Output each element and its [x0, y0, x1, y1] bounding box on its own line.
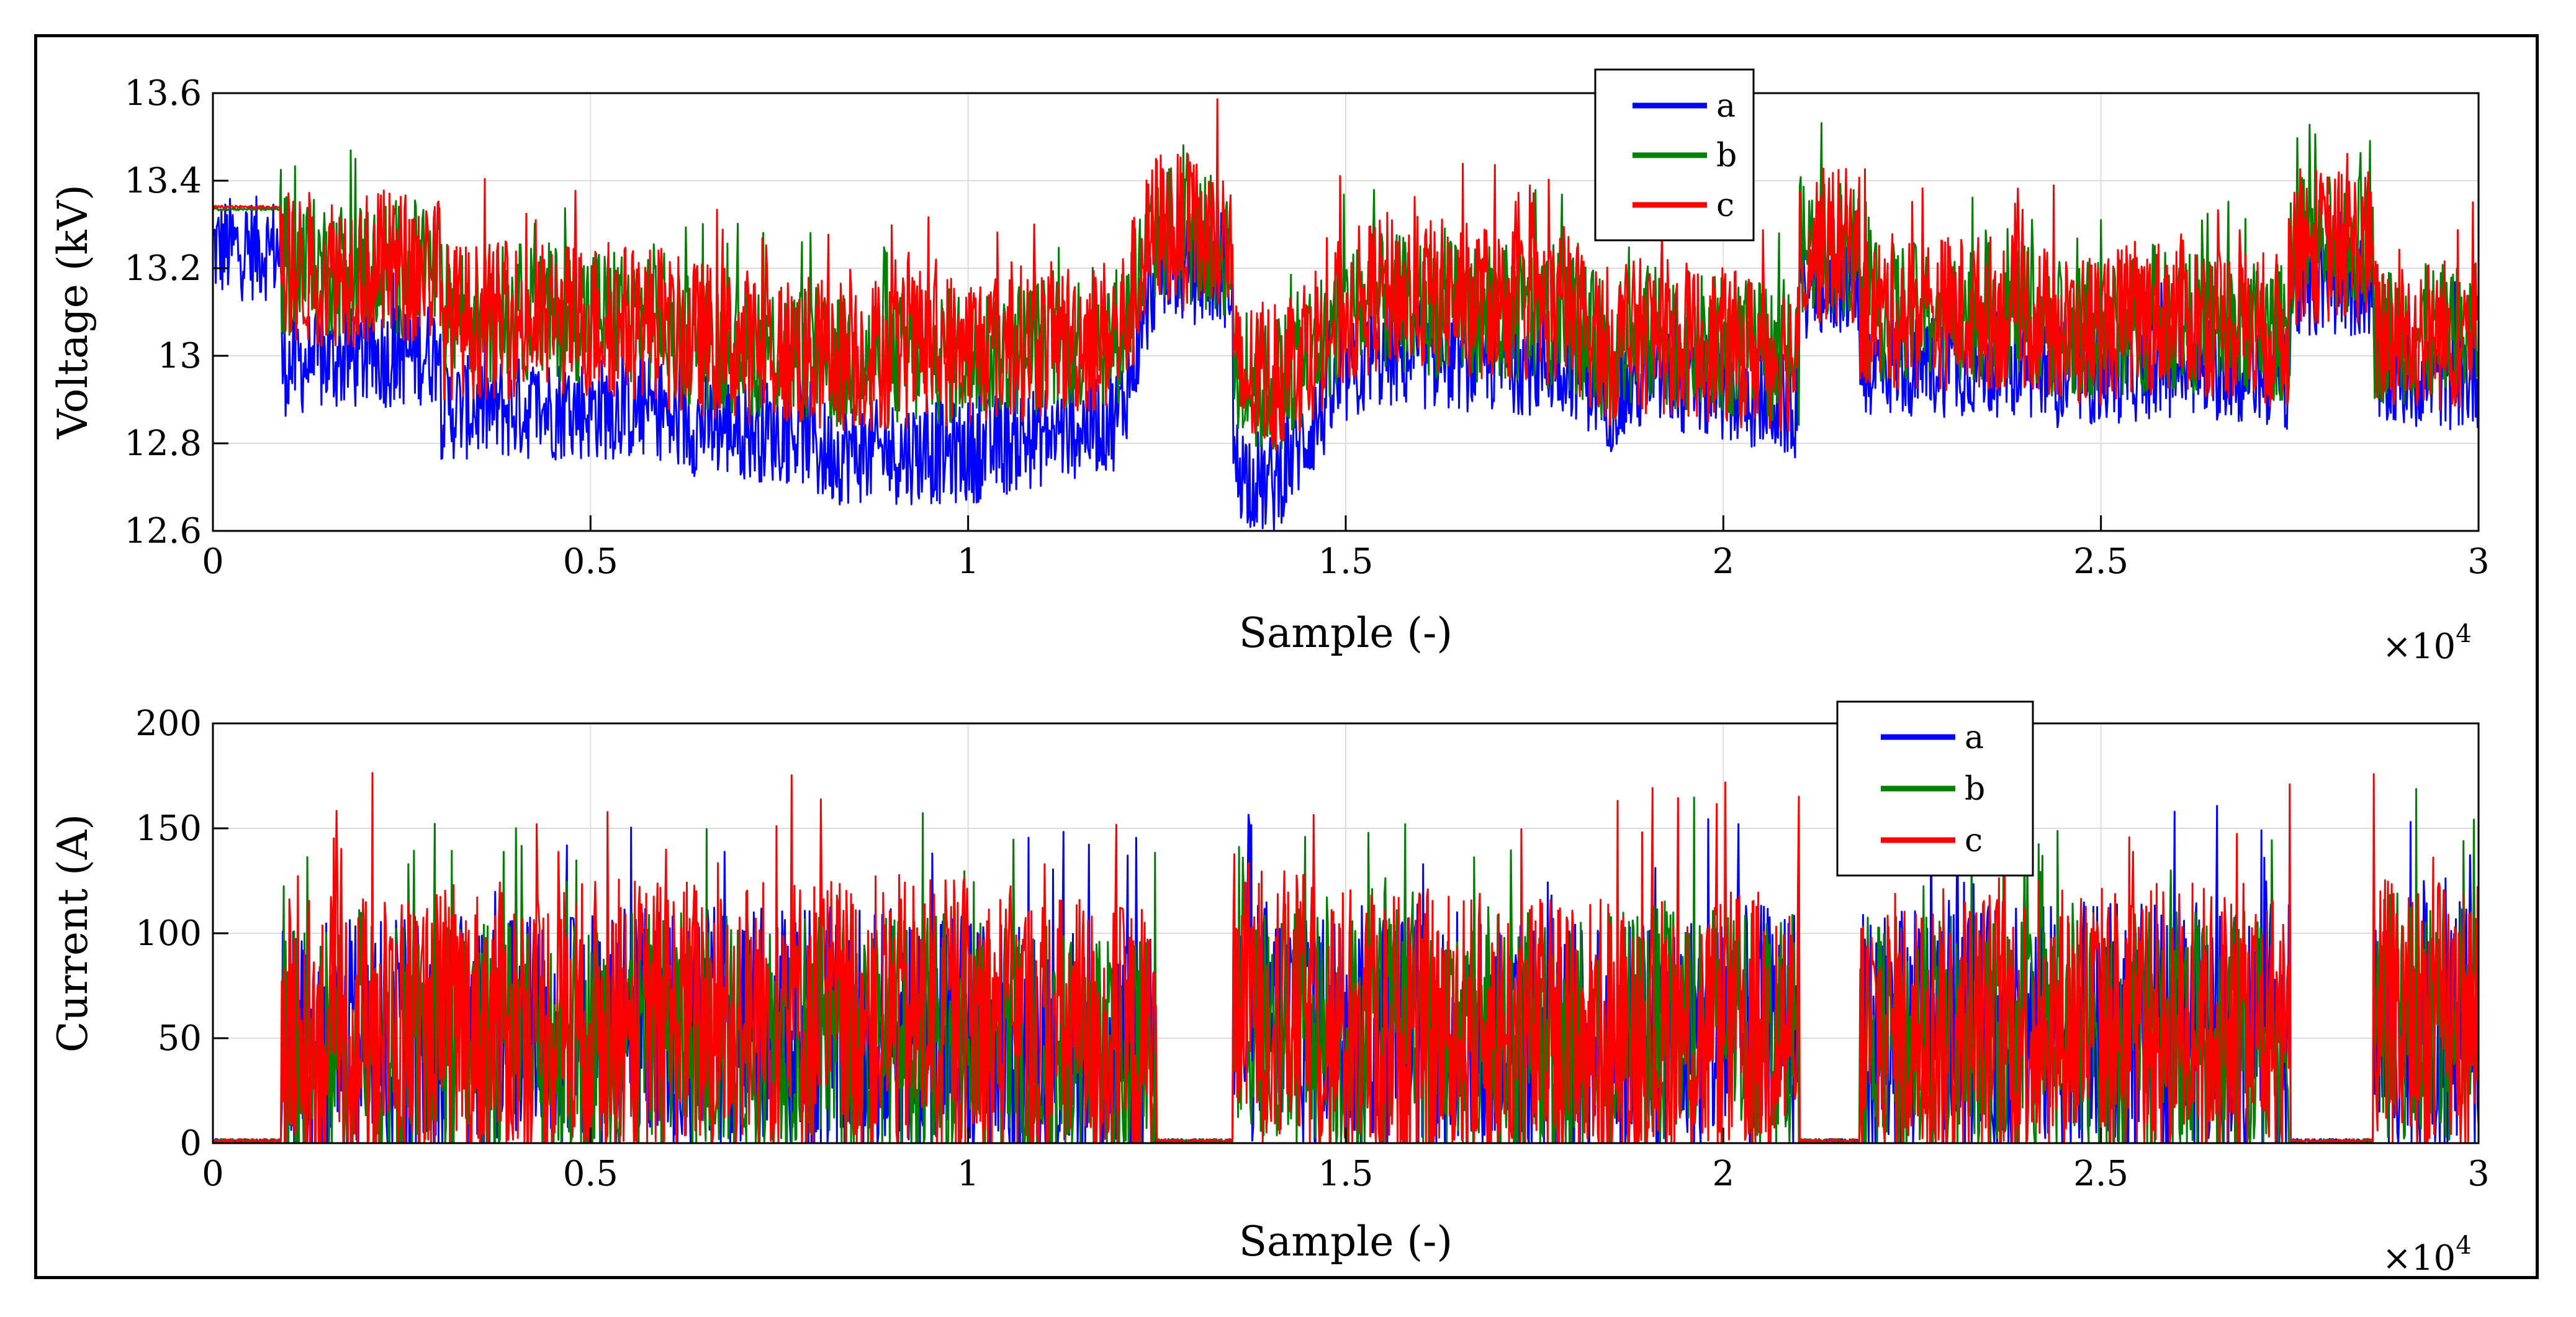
- current-x-tick-label: 0.5: [563, 1154, 618, 1194]
- voltage-x-tick-label: 3: [2467, 541, 2490, 582]
- voltage-x-exponent: ×104: [2382, 620, 2472, 667]
- legend-label-a: a: [1716, 88, 1736, 125]
- voltage-chart: 12.6 12.8 13 13.2 13.4 13.6 0 0.5 1 1.5 2 2.5 3 Vol…: [49, 68, 2490, 667]
- voltage-y-tick-label: 13.4: [124, 161, 202, 201]
- voltage-x-ticks: 0 0.5 1 1.5 2 2.5 3: [202, 515, 2490, 582]
- voltage-y-tick-label: 12.8: [124, 423, 202, 464]
- current-y-tick-label: 100: [135, 913, 202, 954]
- current-x-tick-label: 2: [1713, 1154, 1735, 1194]
- current-y-tick-label: 0: [179, 1123, 202, 1164]
- current-x-tick-label: 3: [2467, 1154, 2490, 1194]
- voltage-x-tick-label: 0.5: [563, 541, 618, 582]
- current-x-axis-label: Sample (-): [1239, 1218, 1452, 1265]
- current-legend: a b c: [1836, 700, 2034, 877]
- current-y-ticks: 0 50 100 150 200: [135, 704, 228, 1164]
- current-x-tick-label: 1: [957, 1154, 980, 1194]
- current-x-ticks: 0 0.5 1 1.5 2 2.5 3: [202, 1128, 2490, 1194]
- current-chart: 0 50 100 150 200 0 0.5 1 1.5 2 2.5 3 Current (A) S…: [49, 700, 2490, 1279]
- voltage-y-axis-label: Voltage (kV): [49, 184, 97, 440]
- current-y-axis-label: Current (A): [49, 814, 97, 1052]
- legend-label-c: c: [1716, 187, 1734, 224]
- voltage-x-tick-label: 2: [1713, 541, 1735, 582]
- legend-label-b: b: [1716, 137, 1737, 174]
- legend-label-a: a: [1965, 719, 1984, 756]
- legend-label-b: b: [1965, 771, 1985, 808]
- voltage-x-tick-label: 1.5: [1318, 541, 1373, 582]
- current-x-tick-label: 2.5: [2073, 1154, 2128, 1194]
- current-x-tick-label: 0: [202, 1154, 224, 1194]
- voltage-x-tick-label: 1: [957, 541, 980, 582]
- current-x-exponent: ×104: [2382, 1231, 2472, 1279]
- current-x-tick-label: 1.5: [1318, 1154, 1373, 1194]
- voltage-x-tick-label: 0: [202, 541, 224, 582]
- voltage-y-tick-label: 13.2: [124, 248, 202, 289]
- current-y-tick-label: 200: [135, 704, 202, 744]
- current-y-tick-label: 150: [135, 808, 202, 849]
- legend-label-c: c: [1965, 822, 1983, 859]
- voltage-legend-box: [1594, 68, 1755, 242]
- voltage-y-tick-label: 13.6: [124, 73, 202, 114]
- voltage-legend: a b c: [1594, 68, 1755, 242]
- voltage-y-tick-label: 13: [158, 336, 202, 376]
- voltage-y-tick-label: 12.6: [124, 511, 202, 551]
- current-y-tick-label: 50: [158, 1018, 202, 1059]
- voltage-series-c: [212, 98, 2480, 451]
- voltage-y-ticks: 12.6 12.8 13 13.2 13.4 13.6: [124, 73, 228, 551]
- voltage-x-tick-label: 2.5: [2073, 541, 2128, 582]
- voltage-signals: [212, 98, 2480, 531]
- voltage-x-axis-label: Sample (-): [1239, 609, 1452, 657]
